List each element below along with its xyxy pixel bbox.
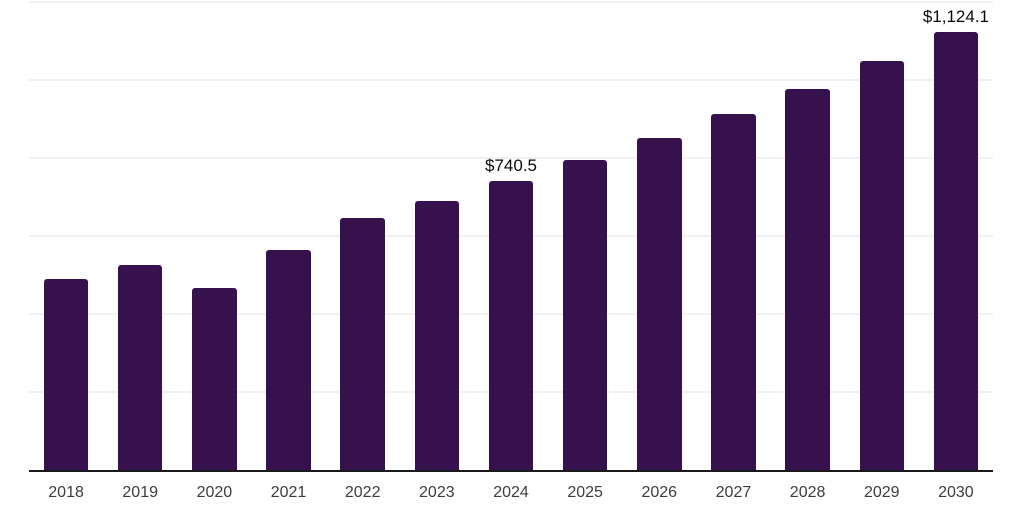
x-tick-label-2021: 2021 — [270, 484, 307, 501]
x-tick-label-2022: 2022 — [344, 484, 381, 501]
value-label-2024: $740.5 — [485, 156, 537, 176]
x-axis-tick-labels: 2018 2019 2020 2021 2022 2023 2024 2025 2026 2027… — [29, 484, 993, 504]
x-tick-label-2020: 2020 — [196, 484, 233, 501]
x-tick-label-2030: 2030 — [938, 484, 974, 501]
bar-2019 — [117, 264, 163, 470]
x-tick-label-2029: 2029 — [863, 484, 900, 501]
bar-2023 — [414, 200, 460, 470]
bar-2027 — [711, 114, 756, 470]
x-tick-label-2025: 2025 — [567, 484, 603, 501]
gridline — [29, 1, 993, 3]
x-tick-label-2026: 2026 — [641, 484, 678, 501]
bar-2029 — [859, 60, 904, 470]
bar-2022 — [340, 218, 385, 470]
bar-2028 — [785, 88, 830, 470]
x-tick-label-2023: 2023 — [419, 484, 455, 501]
x-tick-label-2028: 2028 — [789, 484, 826, 501]
plot-area: $740.5 $1,124.1 — [29, 1, 993, 472]
bar-2026 — [637, 138, 682, 470]
bar-2018 — [43, 278, 89, 470]
x-tick-label-2018: 2018 — [48, 484, 84, 501]
bar-2020 — [192, 288, 237, 470]
gridline — [29, 157, 993, 159]
bar-2025 — [562, 160, 608, 470]
value-label-2030: $1,124.1 — [922, 6, 990, 26]
bar-2030 — [933, 31, 979, 470]
bar-2024 — [488, 181, 534, 470]
x-tick-label-2019: 2019 — [122, 484, 158, 501]
x-tick-label-2024: 2024 — [493, 484, 529, 501]
gridline — [29, 79, 993, 81]
bar-2021 — [266, 250, 311, 470]
x-tick-label-2027: 2027 — [715, 484, 752, 501]
